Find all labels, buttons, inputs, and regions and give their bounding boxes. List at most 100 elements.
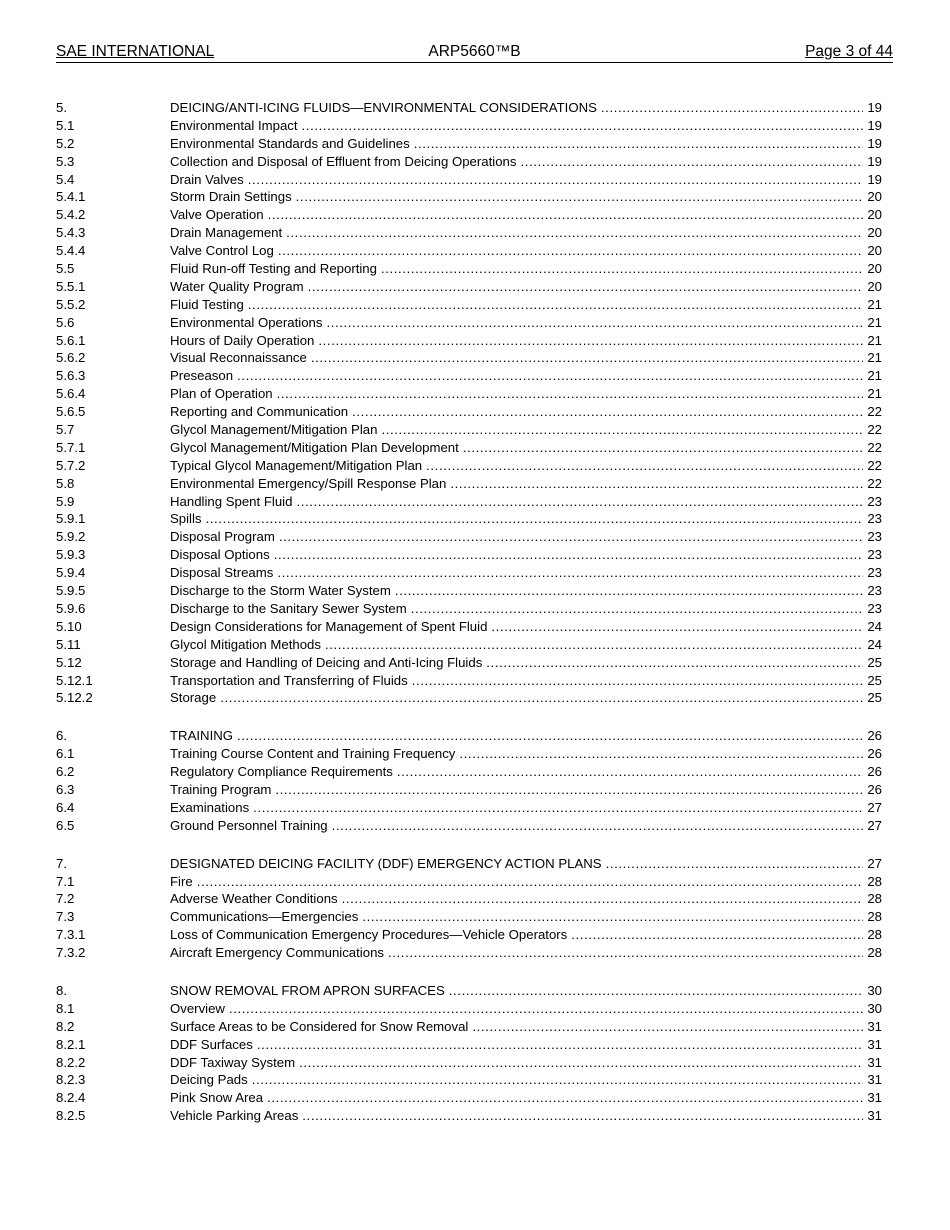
toc-entry-title: Environmental Standards and Guidelines	[170, 135, 410, 151]
toc-entry[interactable]: 6.3 Training Program 26	[56, 781, 893, 799]
toc-dot-leader	[381, 260, 863, 278]
toc-entry[interactable]: 8.2.5 Vehicle Parking Areas 31	[56, 1107, 893, 1125]
toc-entry[interactable]: 5.2 Environmental Standards and Guideline…	[56, 135, 893, 153]
toc-entry-page: 21	[867, 350, 882, 366]
toc-entry-title: Storm Drain Settings	[170, 189, 292, 205]
toc-entry[interactable]: 8.2.4 Pink Snow Area 31	[56, 1089, 893, 1107]
toc-entry[interactable]: 5.12.1 Transportation and Transferring of…	[56, 672, 893, 690]
toc-entry-title: Disposal Options	[170, 547, 270, 563]
toc-entry-number: 7.3.2	[56, 945, 86, 961]
toc-entry[interactable]: 5.4.4 Valve Control Log 20	[56, 242, 893, 260]
toc-entry[interactable]: 5.6.5 Reporting and Communication 22	[56, 403, 893, 421]
toc-entry[interactable]: 5.4.2 Valve Operation 20	[56, 206, 893, 224]
toc-entry[interactable]: 5.9.2 Disposal Program 23	[56, 528, 893, 546]
toc-entry[interactable]: 5.4 Drain Valves 19	[56, 171, 893, 189]
toc-entry[interactable]: 5.9.4 Disposal Streams 23	[56, 564, 893, 582]
toc-entry-title: Adverse Weather Conditions	[170, 891, 338, 907]
toc-entry[interactable]: 6.2 Regulatory Compliance Requirements 26	[56, 763, 893, 781]
toc-entry[interactable]: 6.4 Examinations 27	[56, 799, 893, 817]
toc-entry-number: 8.2.5	[56, 1108, 86, 1124]
toc-entry[interactable]: 7.1 Fire 28	[56, 873, 893, 891]
toc-entry-number: 5.4.3	[56, 225, 86, 241]
toc-entry[interactable]: 5.10 Design Considerations for Management…	[56, 618, 893, 636]
toc-entry-page: 26	[867, 781, 882, 797]
toc-entry-number: 5.9.6	[56, 600, 86, 616]
toc-entry[interactable]: 8. SNOW REMOVAL FROM APRON SURFACES 30	[56, 982, 893, 1000]
toc-entry[interactable]: 6.1 Training Course Content and Training …	[56, 745, 893, 763]
toc-entry-title: Glycol Management/Mitigation Plan Develo…	[170, 439, 459, 455]
toc-entry-title: Training Program	[170, 781, 272, 797]
toc-entry-number: 5.5.2	[56, 296, 86, 312]
toc-entry-title: Glycol Management/Mitigation Plan	[170, 422, 378, 438]
toc-entry-title: Discharge to the Storm Water System	[170, 583, 391, 599]
toc-dot-leader	[197, 873, 863, 891]
toc-entry[interactable]: 5.6.3 Preseason 21	[56, 367, 893, 385]
toc-entry[interactable]: 5.5 Fluid Run-off Testing and Reporting 20	[56, 260, 893, 278]
toc-entry[interactable]: 6. TRAINING 26	[56, 727, 893, 745]
toc-entry[interactable]: 5.9.1 Spills 23	[56, 510, 893, 528]
toc-entry-page: 26	[867, 764, 882, 780]
toc-entry[interactable]: 5.5.1 Water Quality Program 20	[56, 278, 893, 296]
toc-entry[interactable]: 5.3 Collection and Disposal of Effluent f…	[56, 153, 893, 171]
toc-entry[interactable]: 5.4.3 Drain Management 20	[56, 224, 893, 242]
toc-entry-title: Fluid Testing	[170, 296, 244, 312]
toc-entry[interactable]: 5. DEICING/ANTI-ICING FLUIDS—ENVIRONMENTA…	[56, 99, 893, 117]
toc-entry-number: 6.1	[56, 746, 75, 762]
toc-entry[interactable]: 8.1 Overview 30	[56, 1000, 893, 1018]
toc-dot-leader	[450, 475, 863, 493]
toc-entry[interactable]: 5.11 Glycol Mitigation Methods 24	[56, 636, 893, 654]
toc-entry[interactable]: 8.2.2 DDF Taxiway System 31	[56, 1054, 893, 1072]
toc-dot-leader	[606, 855, 863, 873]
toc-entry-page: 19	[867, 153, 882, 169]
toc-entry-page: 31	[867, 1036, 882, 1052]
toc-entry-page: 25	[867, 672, 882, 688]
toc-entry-title: Training Course Content and Training Fre…	[170, 746, 456, 762]
toc-entry[interactable]: 7.2 Adverse Weather Conditions 28	[56, 890, 893, 908]
toc-entry[interactable]: 5.7.1 Glycol Management/Mitigation Plan D…	[56, 439, 893, 457]
toc-entry[interactable]: 5.8 Environmental Emergency/Spill Respons…	[56, 475, 893, 493]
toc-entry-number: 5.10	[56, 618, 82, 634]
toc-entry[interactable]: 5.9.5 Discharge to the Storm Water System…	[56, 582, 893, 600]
toc-entry-page: 28	[867, 927, 882, 943]
toc-entry[interactable]: 8.2.1 DDF Surfaces 31	[56, 1036, 893, 1054]
toc-entry-page: 27	[867, 817, 882, 833]
toc-entry[interactable]: 5.4.1 Storm Drain Settings 20	[56, 188, 893, 206]
toc-entry[interactable]: 5.9 Handling Spent Fluid 23	[56, 493, 893, 511]
toc-entry[interactable]: 7.3.1 Loss of Communication Emergency Pro…	[56, 926, 893, 944]
toc-entry[interactable]: 6.5 Ground Personnel Training 27	[56, 817, 893, 835]
toc-entry[interactable]: 5.12 Storage and Handling of Deicing and …	[56, 654, 893, 672]
toc-entry[interactable]: 5.1 Environmental Impact 19	[56, 117, 893, 135]
toc-entry-number: 6.2	[56, 764, 75, 780]
toc-entry-title: Aircraft Emergency Communications	[170, 945, 385, 961]
toc-entry[interactable]: 5.6 Environmental Operations 21	[56, 314, 893, 332]
toc-entry[interactable]: 5.7 Glycol Management/Mitigation Plan 22	[56, 421, 893, 439]
toc-entry[interactable]: 5.6.2 Visual Reconnaissance 21	[56, 349, 893, 367]
toc-entry-title: Typical Glycol Management/Mitigation Pla…	[170, 457, 423, 473]
toc-entry[interactable]: 7.3.2 Aircraft Emergency Communications 28	[56, 944, 893, 962]
toc-entry[interactable]: 5.7.2 Typical Glycol Management/Mitigatio…	[56, 457, 893, 475]
toc-entry-title: Environmental Operations	[170, 314, 323, 330]
toc-entry[interactable]: 5.6.4 Plan of Operation 21	[56, 385, 893, 403]
toc-dot-leader	[601, 99, 863, 117]
toc-dot-leader	[449, 982, 863, 1000]
toc-entry-number: 8.2	[56, 1018, 75, 1034]
toc-entry-number: 5.5	[56, 261, 75, 277]
toc-entry[interactable]: 5.12.2 Storage 25	[56, 689, 893, 707]
toc-entry[interactable]: 8.2 Surface Areas to be Considered for Sn…	[56, 1018, 893, 1036]
toc-dot-leader	[206, 510, 863, 528]
toc-entry-number: 6.4	[56, 799, 75, 815]
toc-entry[interactable]: 7. DESIGNATED DEICING FACILITY (DDF) EMER…	[56, 855, 893, 873]
toc-entry-page: 22	[867, 422, 882, 438]
toc-entry-number: 5.9	[56, 493, 75, 509]
toc-entry[interactable]: 5.9.6 Discharge to the Sanitary Sewer Sys…	[56, 600, 893, 618]
toc-entry-title: Storage	[170, 690, 217, 706]
toc-entry-title: Examinations	[170, 799, 250, 815]
toc-entry[interactable]: 7.3 Communications—Emergencies 28	[56, 908, 893, 926]
toc-entry[interactable]: 5.9.3 Disposal Options 23	[56, 546, 893, 564]
toc-dot-leader	[299, 1054, 863, 1072]
toc-entry[interactable]: 5.6.1 Hours of Daily Operation 21	[56, 332, 893, 350]
toc-entry-title: Fluid Run-off Testing and Reporting	[170, 261, 377, 277]
toc-entry-page: 21	[867, 314, 882, 330]
toc-entry[interactable]: 8.2.3 Deicing Pads 31	[56, 1071, 893, 1089]
toc-entry[interactable]: 5.5.2 Fluid Testing 21	[56, 296, 893, 314]
